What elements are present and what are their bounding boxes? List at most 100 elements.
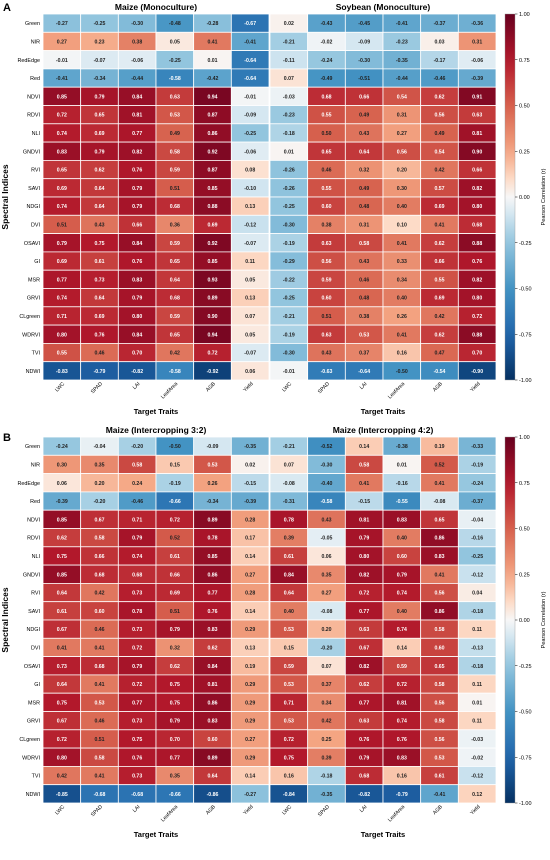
cell-value-label: 0.68 [359, 774, 369, 780]
cell-value-label: 0.87 [207, 168, 217, 174]
cell-value-label: 0.84 [284, 572, 294, 578]
cell-value-label: 0.01 [284, 149, 294, 155]
cell-value-label: 0.40 [397, 536, 407, 542]
cell-value-label: 0.92 [207, 241, 217, 247]
panel-letter: B [3, 432, 11, 444]
cell-value-label: 0.89 [207, 755, 217, 761]
cell-value-label: 0.80 [472, 296, 482, 302]
cell-value-label: 0.53 [284, 627, 294, 633]
cell-value-label: -0.12 [471, 774, 483, 780]
cell-value-label: -0.08 [434, 499, 446, 505]
x-axis-label: Target Traits [134, 407, 178, 416]
cell-value-label: -0.41 [396, 21, 408, 27]
y-tick-label: GI [34, 259, 40, 265]
cell-value-label: 0.67 [359, 645, 369, 651]
cell-value-label: 0.66 [472, 168, 482, 174]
cell-value-label: 0.03 [434, 39, 444, 45]
cell-value-label: 0.71 [132, 517, 142, 523]
x-tick-label: LWC [54, 381, 66, 393]
cell-value-label: 0.47 [434, 351, 444, 357]
cell-value-label: 0.16 [397, 351, 407, 357]
cell-value-label: 0.55 [434, 277, 444, 283]
cell-value-label: 0.51 [170, 186, 180, 192]
cell-value-label: 0.78 [132, 609, 142, 615]
cell-value-label: 0.80 [57, 332, 67, 338]
colorbar: 1.00 0.75 0.50 0.25 0.00 -0.25 -0.50 -0.75 -1.00… [504, 435, 547, 807]
cell-value-label: -0.12 [244, 222, 256, 228]
cell-value-label: -0.68 [94, 792, 106, 798]
cell-value-label: 0.31 [397, 113, 407, 119]
cell-value-label: 0.63 [359, 627, 369, 633]
cell-value-label: 0.71 [57, 314, 67, 320]
cell-value-label: -0.17 [434, 58, 446, 64]
cell-value-label: -0.18 [471, 609, 483, 615]
cell-value-label: 0.66 [359, 94, 369, 100]
cell-value-label: 0.61 [434, 774, 444, 780]
y-tick-label: CLgreen [19, 314, 40, 320]
cell-value-label: 0.41 [207, 39, 217, 45]
cell-value-label: 0.63 [321, 241, 331, 247]
cell-value-label: 0.63 [359, 719, 369, 725]
cell-value-label: 0.65 [170, 259, 180, 265]
cell-value-label: 0.10 [397, 222, 407, 228]
cell-value-label: -0.25 [283, 204, 295, 210]
cell-value-label: 0.88 [472, 332, 482, 338]
cell-value-label: 0.54 [434, 149, 444, 155]
y-tick-label: RDVI [27, 113, 40, 119]
cell-value-label: 0.40 [397, 609, 407, 615]
cell-value-label: -0.52 [321, 444, 333, 450]
cell-value-label: 0.84 [207, 664, 217, 670]
cell-value-label: -0.41 [56, 76, 68, 82]
cell-value-label: -0.64 [244, 76, 256, 82]
cell-value-label: 0.24 [132, 481, 142, 487]
cell-value-label: -0.35 [244, 444, 256, 450]
cell-value-label: 0.75 [57, 700, 67, 706]
cell-value-label: -0.40 [321, 481, 333, 487]
cell-value-label: 0.72 [472, 314, 482, 320]
cell-value-label: 0.56 [434, 700, 444, 706]
cell-value-label: 0.02 [284, 21, 294, 27]
cell-value-label: -0.19 [283, 332, 295, 338]
cell-value-label: -0.50 [169, 444, 181, 450]
cell-value-label: 0.01 [472, 700, 482, 706]
x-tick-label: SPAD [90, 804, 104, 818]
cell-value-label: 0.69 [94, 314, 104, 320]
cell-value-label: 0.63 [170, 94, 180, 100]
cell-value-label: 0.74 [397, 627, 407, 633]
cell-value-label: 0.72 [57, 113, 67, 119]
cell-value-label: 0.66 [170, 572, 180, 578]
x-tick-label: LWC [281, 381, 293, 393]
cell-value-label: 0.81 [207, 682, 217, 688]
cell-value-label: -0.85 [56, 792, 68, 798]
y-tick-label: NDGI [27, 627, 40, 633]
y-tick-label: MSR [28, 277, 40, 283]
cell-value-label: 0.50 [321, 131, 331, 137]
cell-value-label: -0.08 [283, 481, 295, 487]
x-tick-label: LWC [281, 804, 293, 816]
cell-value-label: 0.64 [94, 186, 104, 192]
cell-value-label: 0.60 [321, 296, 331, 302]
heatmap-cell [457, 361, 497, 381]
cell-value-label: 0.41 [57, 645, 67, 651]
cell-value-label: -0.07 [94, 58, 106, 64]
cell-value-label: 0.82 [472, 186, 482, 192]
cell-value-label: 0.53 [359, 332, 369, 338]
cell-value-label: 0.56 [397, 149, 407, 155]
heatmap: Maize (Intercropping 4:2) -0.21 -0.52 0.14 -… [269, 425, 497, 839]
y-tick-label: CLgreen [19, 737, 40, 743]
y-tick-label: GNDVI [23, 149, 40, 155]
cell-value-label: 0.35 [170, 774, 180, 780]
cell-value-label: -0.21 [283, 444, 295, 450]
heatmap-title: Maize (Monoculture) [115, 2, 197, 12]
cell-value-label: 0.49 [434, 131, 444, 137]
cell-value-label: -0.31 [283, 499, 295, 505]
cell-value-label: 0.43 [359, 131, 369, 137]
cell-value-label: 0.67 [94, 517, 104, 523]
cell-value-label: 0.72 [132, 645, 142, 651]
cell-value-label: 0.29 [245, 682, 255, 688]
cell-value-label: 0.81 [472, 131, 482, 137]
colorbar-tick-label: 0.75 [519, 58, 530, 64]
cell-value-label: 0.28 [245, 591, 255, 597]
cell-value-label: -0.67 [244, 21, 256, 27]
cell-value-label: 0.62 [434, 332, 444, 338]
